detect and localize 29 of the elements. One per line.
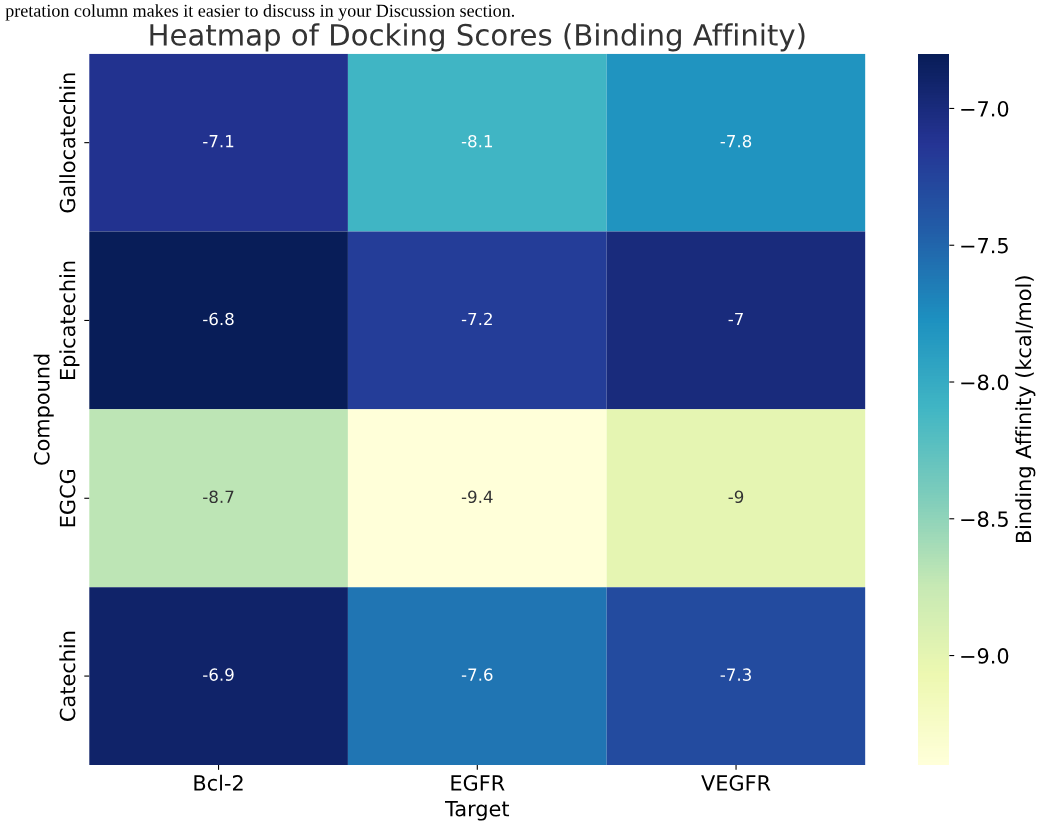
data-label: -6.8 bbox=[203, 312, 234, 326]
y-tick-label: Catechin bbox=[59, 631, 76, 721]
color-bar-label: −7.5 bbox=[961, 237, 1008, 254]
x-tick-label: VEGFR bbox=[701, 775, 771, 791]
data-label: -7.1 bbox=[203, 135, 234, 148]
x-tick-label: Bcl-2 bbox=[194, 774, 243, 791]
data-label: -7.2 bbox=[461, 312, 492, 326]
color-bar-label: −7.0 bbox=[961, 100, 1009, 117]
y-axis-title: Compound bbox=[33, 354, 54, 465]
y-tick-label: Epicatechin bbox=[59, 261, 80, 379]
data-label: -7.3 bbox=[720, 668, 751, 681]
text: pretation column makes it easier to discuss in your Discussion section. bbox=[5, 4, 515, 21]
x-tick-label: EGFR bbox=[451, 775, 505, 791]
data-label: -9.4 bbox=[461, 490, 493, 504]
color-bar-label: −8.5 bbox=[961, 511, 1008, 527]
data-label: -6.9 bbox=[203, 668, 234, 681]
x-axis-title: Target bbox=[445, 801, 510, 821]
data-label: -7.8 bbox=[720, 134, 752, 148]
data-label: -7 bbox=[728, 312, 743, 326]
data-label: -8.7 bbox=[203, 490, 234, 504]
chart-title: Heatmap of Docking Scores (Binding Affinity) bbox=[150, 23, 805, 52]
color-bar-title: Binding Affinity (kcal/mol) bbox=[1015, 276, 1036, 543]
color-bar-label: −9.0 bbox=[961, 648, 1009, 664]
color-bar-label: −8.0 bbox=[961, 374, 1009, 391]
y-tick-label: Gallocatechin bbox=[59, 73, 76, 213]
data-label: -7.6 bbox=[461, 668, 493, 681]
data-label: -9 bbox=[728, 490, 744, 504]
y-tick-label: EGCG bbox=[59, 469, 76, 527]
data-label: -8.1 bbox=[461, 134, 493, 148]
